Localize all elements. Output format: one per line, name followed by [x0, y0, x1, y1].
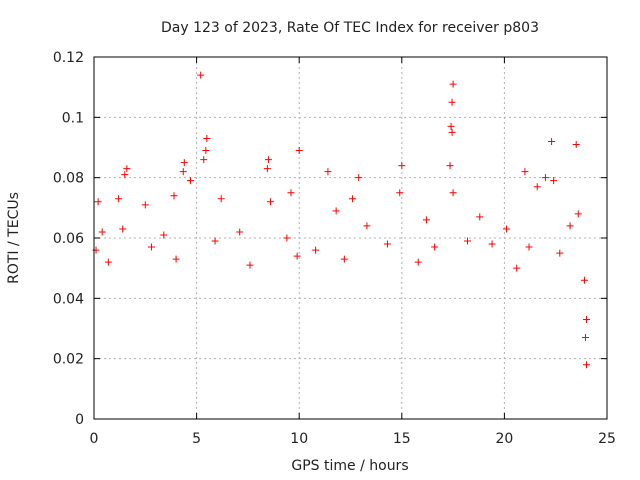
- data-point: [449, 80, 457, 88]
- data-point: [463, 237, 471, 245]
- x-tick-label: 20: [495, 431, 513, 447]
- data-point: [104, 258, 112, 266]
- data-point: [236, 228, 244, 236]
- data-point: [488, 240, 496, 248]
- data-point: [160, 231, 168, 239]
- data-point: [141, 201, 149, 209]
- grid-lines: [94, 57, 607, 419]
- data-point: [431, 243, 439, 251]
- x-tick-label: 25: [598, 431, 616, 447]
- y-tick-label: 0.02: [53, 352, 84, 368]
- data-point: [246, 261, 254, 269]
- data-point: [203, 134, 211, 142]
- data-point: [340, 255, 348, 263]
- data-point: [446, 162, 454, 170]
- data-point: [448, 98, 456, 106]
- chart-title: Day 123 of 2023, Rate Of TEC Index for r…: [161, 20, 539, 36]
- data-point: [312, 246, 320, 254]
- data-point: [566, 222, 574, 230]
- data-point: [287, 189, 295, 197]
- data-point: [349, 195, 357, 203]
- data-point: [119, 225, 127, 233]
- data-point: [580, 276, 588, 284]
- data-point: [449, 189, 457, 197]
- x-tick-label: 10: [290, 431, 308, 447]
- data-point: [170, 192, 178, 200]
- data-point: [332, 207, 340, 215]
- data-point: [263, 165, 271, 173]
- data-point: [324, 168, 332, 176]
- data-point: [582, 315, 590, 323]
- data-point: [582, 361, 590, 369]
- data-points: [92, 71, 590, 369]
- y-tick-label: 0.1: [62, 110, 84, 126]
- data-point: [476, 213, 484, 221]
- data-point: [550, 177, 558, 185]
- data-point: [556, 249, 564, 257]
- data-point: [179, 168, 187, 176]
- y-axis-label: ROTI / TECUs: [6, 192, 22, 284]
- data-point: [533, 183, 541, 191]
- data-point: [202, 147, 210, 155]
- data-point: [581, 334, 589, 342]
- data-point: [502, 225, 510, 233]
- data-point: [197, 71, 205, 79]
- data-point: [217, 195, 225, 203]
- data-point: [363, 222, 371, 230]
- x-axis-label: GPS time / hours: [291, 458, 408, 474]
- data-point: [94, 198, 102, 206]
- data-point: [541, 174, 549, 182]
- data-point: [574, 210, 582, 218]
- data-point: [295, 147, 303, 155]
- data-point: [398, 162, 406, 170]
- data-point: [447, 122, 455, 130]
- data-point: [448, 128, 456, 136]
- y-tick-label: 0.06: [53, 231, 84, 247]
- data-point: [283, 234, 291, 242]
- x-tick-label: 15: [393, 431, 411, 447]
- data-point: [211, 237, 219, 245]
- data-point: [383, 240, 391, 248]
- data-point: [180, 159, 188, 167]
- data-point: [525, 243, 533, 251]
- data-point: [572, 140, 580, 148]
- data-point: [115, 195, 123, 203]
- y-tick-label: 0.04: [53, 291, 84, 307]
- data-point: [266, 198, 274, 206]
- data-point: [123, 165, 131, 173]
- data-point: [98, 228, 106, 236]
- data-point: [396, 189, 404, 197]
- data-point: [200, 156, 208, 164]
- data-point: [422, 216, 430, 224]
- data-point: [172, 255, 180, 263]
- data-point: [147, 243, 155, 251]
- data-point: [186, 177, 194, 185]
- x-tick-label: 0: [90, 431, 99, 447]
- data-point: [521, 168, 529, 176]
- data-point: [513, 264, 521, 272]
- data-point: [293, 252, 301, 260]
- data-point: [264, 156, 272, 164]
- x-tick-label: 5: [192, 431, 201, 447]
- y-tick-label: 0: [75, 412, 84, 428]
- data-point: [548, 137, 556, 145]
- axis-ticks: 0 5 10 15 20 25 0 0.02 0.04 0.06 0.08 0.1 0.12: [53, 50, 616, 447]
- y-tick-label: 0.12: [53, 50, 84, 66]
- data-point: [355, 174, 363, 182]
- data-point: [121, 171, 129, 179]
- data-point: [414, 258, 422, 266]
- y-tick-label: 0.08: [53, 171, 84, 187]
